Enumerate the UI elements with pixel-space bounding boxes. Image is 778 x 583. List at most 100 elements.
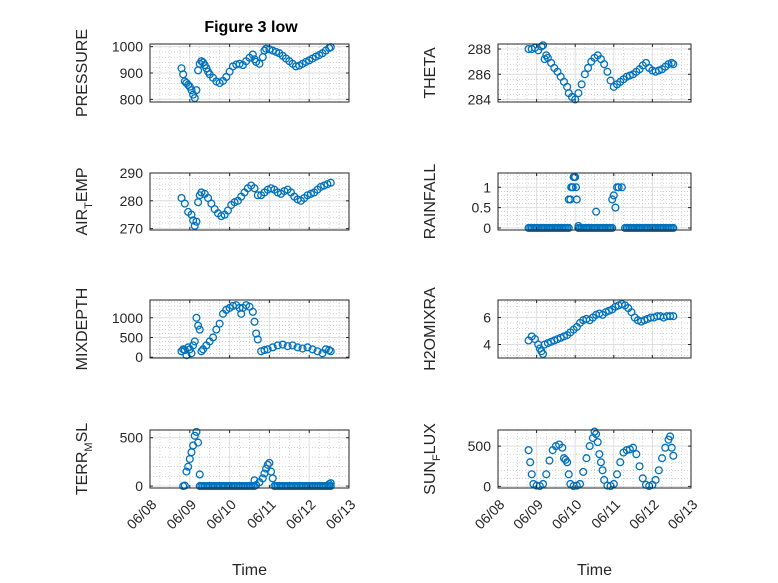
x-tick-label: 06/09 bbox=[163, 496, 199, 532]
axes-box bbox=[497, 299, 692, 359]
data-point bbox=[192, 86, 201, 95]
data-point bbox=[616, 458, 625, 467]
data-point bbox=[669, 60, 678, 69]
data-point bbox=[303, 343, 312, 352]
data-point bbox=[542, 470, 551, 479]
data-point bbox=[611, 203, 620, 212]
data-point bbox=[187, 86, 196, 95]
data-point bbox=[298, 344, 307, 353]
data-point bbox=[527, 470, 536, 479]
data-point bbox=[253, 191, 262, 200]
x-tick-label: 06/08 bbox=[471, 496, 507, 532]
x-tick-label: 06/09 bbox=[510, 496, 546, 532]
data-point bbox=[192, 427, 201, 436]
data-point bbox=[195, 470, 204, 479]
data-point bbox=[187, 210, 196, 219]
data-point bbox=[248, 307, 257, 316]
data-point bbox=[250, 184, 259, 193]
y-axis: 800 900 1000 bbox=[112, 39, 349, 107]
data-point bbox=[568, 183, 577, 192]
y-tick-label: 900 bbox=[120, 65, 144, 81]
data-point bbox=[651, 475, 660, 484]
axes-box bbox=[149, 172, 350, 231]
plot-area bbox=[498, 300, 691, 358]
y-tick-label: 290 bbox=[120, 165, 144, 181]
data-point bbox=[666, 432, 675, 441]
data-point bbox=[283, 342, 292, 351]
data-point bbox=[526, 458, 535, 467]
data-point bbox=[325, 346, 334, 355]
data-point bbox=[288, 341, 297, 350]
figure-title: Figure 3 low bbox=[204, 19, 298, 36]
data-point bbox=[545, 456, 554, 465]
data-point bbox=[326, 347, 335, 356]
data-point bbox=[595, 450, 604, 459]
data-point bbox=[180, 199, 189, 208]
data-point bbox=[592, 429, 601, 439]
data-point bbox=[538, 479, 548, 489]
data-point bbox=[667, 443, 676, 452]
data-point bbox=[187, 349, 196, 358]
data-series bbox=[524, 173, 678, 233]
y-tick-label: 500 bbox=[120, 430, 144, 446]
data-point bbox=[326, 482, 335, 491]
x-tick-label: 06/13 bbox=[322, 496, 358, 532]
data-point bbox=[538, 41, 548, 50]
data-point bbox=[195, 325, 204, 334]
y-axis: 46 bbox=[483, 310, 691, 353]
data-point bbox=[571, 183, 581, 192]
y-tick-label: 1000 bbox=[112, 310, 143, 326]
data-point bbox=[538, 349, 548, 359]
data-point bbox=[558, 443, 567, 452]
data-point bbox=[260, 346, 269, 355]
data-point bbox=[260, 46, 269, 55]
data-series bbox=[524, 427, 678, 491]
data-point bbox=[326, 479, 335, 488]
data-point bbox=[666, 312, 675, 321]
y-tick-label: 0.5 bbox=[472, 200, 492, 216]
data-point bbox=[592, 207, 601, 216]
data-point bbox=[635, 462, 644, 471]
data-point bbox=[654, 466, 663, 475]
data-point bbox=[564, 470, 573, 479]
y-tick-label: 4 bbox=[483, 337, 491, 353]
y-tick-label: 6 bbox=[483, 310, 491, 326]
data-point bbox=[580, 70, 589, 79]
data-point bbox=[293, 343, 302, 352]
axes-box bbox=[497, 429, 692, 489]
data-point bbox=[574, 221, 583, 230]
data-point bbox=[326, 178, 335, 187]
data-point bbox=[609, 191, 618, 200]
y-tick-label: 288 bbox=[468, 41, 492, 57]
y-axis-label: TERRMSL bbox=[74, 423, 95, 495]
data-point bbox=[629, 443, 638, 452]
data-point bbox=[192, 313, 201, 322]
y-axis-label: AIRTEMP bbox=[74, 167, 95, 235]
y-axis: 284 286 288 bbox=[468, 41, 691, 107]
y-tick-label: 0 bbox=[135, 478, 143, 494]
data-point bbox=[608, 223, 617, 233]
data-point bbox=[612, 470, 622, 479]
y-tick-label: 0 bbox=[483, 220, 491, 236]
axes-box bbox=[149, 299, 350, 359]
y-tick-label: 500 bbox=[468, 438, 492, 454]
data-point bbox=[212, 325, 221, 334]
x-axis bbox=[149, 44, 350, 102]
y-tick-label: 0 bbox=[483, 478, 491, 494]
data-point bbox=[638, 474, 647, 483]
data-series bbox=[177, 43, 335, 103]
data-point bbox=[571, 95, 580, 104]
x-tick-label: 06/10 bbox=[549, 496, 585, 532]
subplot-sun-flux: 0 500 06/08 06/09 06/10 06/11 06/12 06/13 Time SU… bbox=[422, 423, 701, 579]
axes-box bbox=[497, 43, 692, 103]
data-point bbox=[184, 343, 193, 352]
data-series bbox=[524, 299, 678, 359]
data-point bbox=[268, 474, 277, 483]
data-point bbox=[669, 312, 678, 321]
data-point bbox=[268, 343, 277, 352]
y-tick-label: 284 bbox=[468, 91, 492, 107]
